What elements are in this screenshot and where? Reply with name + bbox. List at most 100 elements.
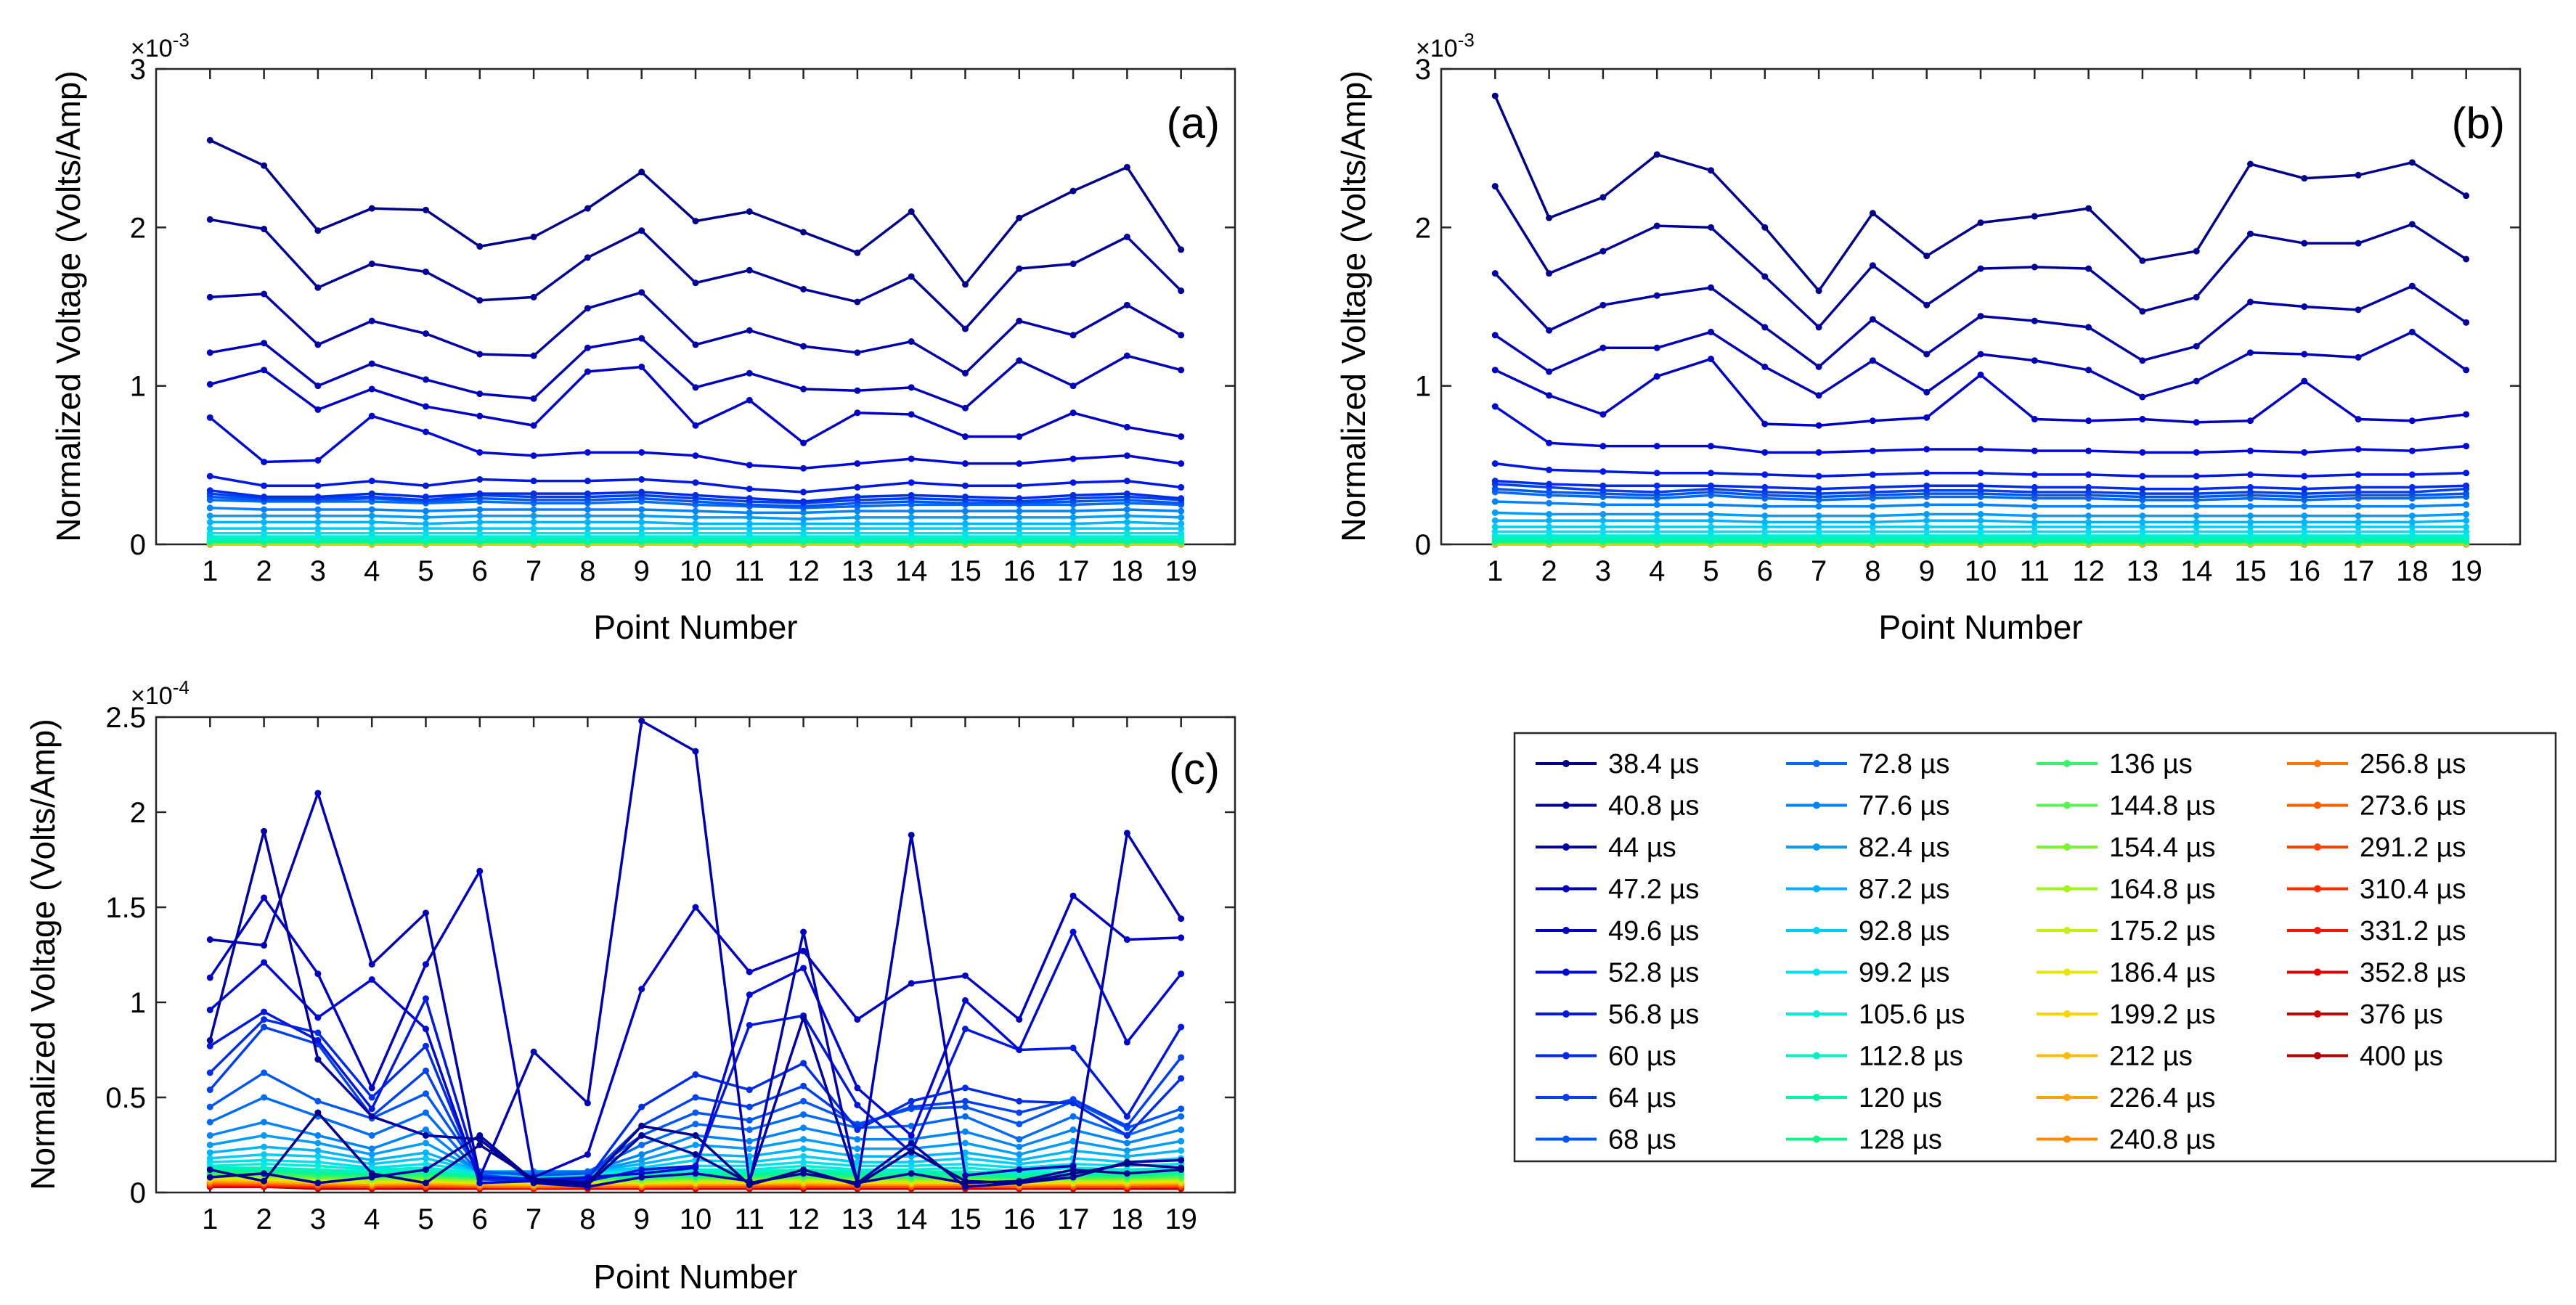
series-line bbox=[206, 216, 1185, 332]
data-point bbox=[1491, 367, 1499, 374]
legend-entry: 47.2 µs bbox=[1536, 875, 1699, 905]
series-line bbox=[206, 136, 1185, 288]
data-point bbox=[2139, 523, 2146, 531]
y-tick-label: 2 bbox=[130, 212, 146, 244]
data-point bbox=[1123, 518, 1130, 525]
x-tick-label: 13 bbox=[2127, 555, 2159, 587]
data-point bbox=[1546, 466, 1553, 473]
x-tick-label: 6 bbox=[472, 555, 488, 587]
x-tick-label: 7 bbox=[526, 555, 542, 587]
data-point bbox=[530, 293, 537, 300]
legend-marker bbox=[1562, 760, 1570, 767]
data-point bbox=[962, 520, 969, 528]
data-point bbox=[1069, 892, 1077, 899]
data-point bbox=[423, 1126, 429, 1134]
y-tick-label: 1 bbox=[1415, 371, 1431, 403]
data-point bbox=[1869, 417, 1876, 425]
data-point bbox=[746, 1116, 753, 1124]
data-point bbox=[1923, 482, 1931, 489]
data-point bbox=[1178, 1075, 1185, 1082]
data-point bbox=[261, 1016, 268, 1023]
x-tick-label: 6 bbox=[1757, 555, 1773, 587]
data-point bbox=[2463, 367, 2470, 374]
data-point bbox=[746, 968, 753, 975]
data-point bbox=[1761, 324, 1769, 331]
data-point bbox=[1815, 528, 1822, 536]
data-point bbox=[1923, 253, 1931, 260]
data-point bbox=[1491, 332, 1499, 339]
data-point bbox=[476, 867, 484, 875]
data-point bbox=[2355, 471, 2362, 478]
legend-entry: 240.8 µs bbox=[2037, 1125, 2216, 1155]
data-point bbox=[692, 279, 699, 287]
data-point bbox=[1546, 214, 1553, 221]
data-point bbox=[423, 1042, 429, 1050]
data-point bbox=[746, 991, 753, 999]
data-point bbox=[1923, 528, 1931, 536]
data-point bbox=[1069, 1126, 1077, 1134]
series-line bbox=[1491, 403, 2470, 456]
data-point bbox=[1977, 517, 1984, 524]
data-point bbox=[423, 330, 429, 338]
data-point bbox=[2085, 483, 2092, 491]
data-point bbox=[476, 518, 484, 525]
data-point bbox=[1069, 525, 1077, 532]
x-tick-label: 19 bbox=[1165, 1203, 1197, 1235]
legend-entry: 273.6 µs bbox=[2287, 791, 2466, 822]
legend-marker bbox=[2063, 927, 2071, 934]
data-point bbox=[423, 909, 429, 917]
legend-label: 256.8 µs bbox=[2360, 749, 2466, 780]
data-point bbox=[2139, 472, 2146, 480]
data-point bbox=[423, 376, 429, 383]
data-point bbox=[1869, 483, 1876, 491]
data-point bbox=[854, 1158, 861, 1166]
data-point bbox=[746, 514, 753, 521]
data-point bbox=[1546, 270, 1553, 277]
legend-entry: 87.2 µs bbox=[1786, 875, 1949, 905]
data-point bbox=[854, 249, 861, 256]
data-point bbox=[530, 452, 537, 459]
data-point bbox=[1069, 520, 1077, 528]
data-point bbox=[908, 338, 915, 345]
data-point bbox=[962, 369, 969, 377]
x-tick-label: 10 bbox=[680, 555, 712, 587]
data-point bbox=[746, 530, 753, 537]
data-point bbox=[1123, 1147, 1130, 1154]
data-point bbox=[1016, 1143, 1023, 1150]
legend-marker bbox=[1562, 1094, 1570, 1101]
data-point bbox=[908, 514, 915, 521]
data-point bbox=[423, 494, 429, 500]
y-tick-label: 0 bbox=[1415, 529, 1431, 561]
y-axis-label: Normalized Voltage (Volts/Amp) bbox=[49, 70, 87, 541]
legend-marker bbox=[1813, 1135, 1820, 1143]
data-point bbox=[206, 1132, 213, 1139]
data-point bbox=[584, 1179, 591, 1187]
data-point bbox=[1653, 488, 1660, 496]
data-point bbox=[908, 831, 915, 838]
legend-entry: 99.2 µs bbox=[1786, 958, 1949, 989]
data-point bbox=[1123, 478, 1130, 485]
data-point bbox=[2247, 349, 2254, 356]
data-point bbox=[476, 506, 484, 513]
data-point bbox=[2463, 482, 2470, 489]
data-point bbox=[584, 368, 591, 375]
y-tick-label: 2 bbox=[1415, 212, 1431, 244]
panel-b: Normalized Voltage (Volts/Amp) Point Num… bbox=[1334, 29, 2522, 646]
data-point bbox=[746, 1145, 753, 1153]
data-point bbox=[962, 1177, 969, 1185]
data-point bbox=[1016, 514, 1023, 521]
data-point bbox=[423, 1109, 429, 1116]
y-axis-label: Normalized Voltage (Volts/Amp) bbox=[24, 719, 62, 1190]
data-point bbox=[1815, 503, 1822, 510]
legend-label: 273.6 µs bbox=[2360, 791, 2466, 822]
data-point bbox=[1069, 187, 1077, 195]
data-point bbox=[261, 482, 268, 489]
data-point bbox=[1069, 455, 1077, 462]
data-point bbox=[1977, 470, 1984, 477]
data-point bbox=[1123, 1153, 1130, 1160]
data-point bbox=[692, 479, 699, 486]
data-point bbox=[2301, 240, 2308, 247]
data-point bbox=[638, 986, 645, 993]
data-point bbox=[800, 385, 807, 393]
data-point bbox=[800, 229, 807, 236]
